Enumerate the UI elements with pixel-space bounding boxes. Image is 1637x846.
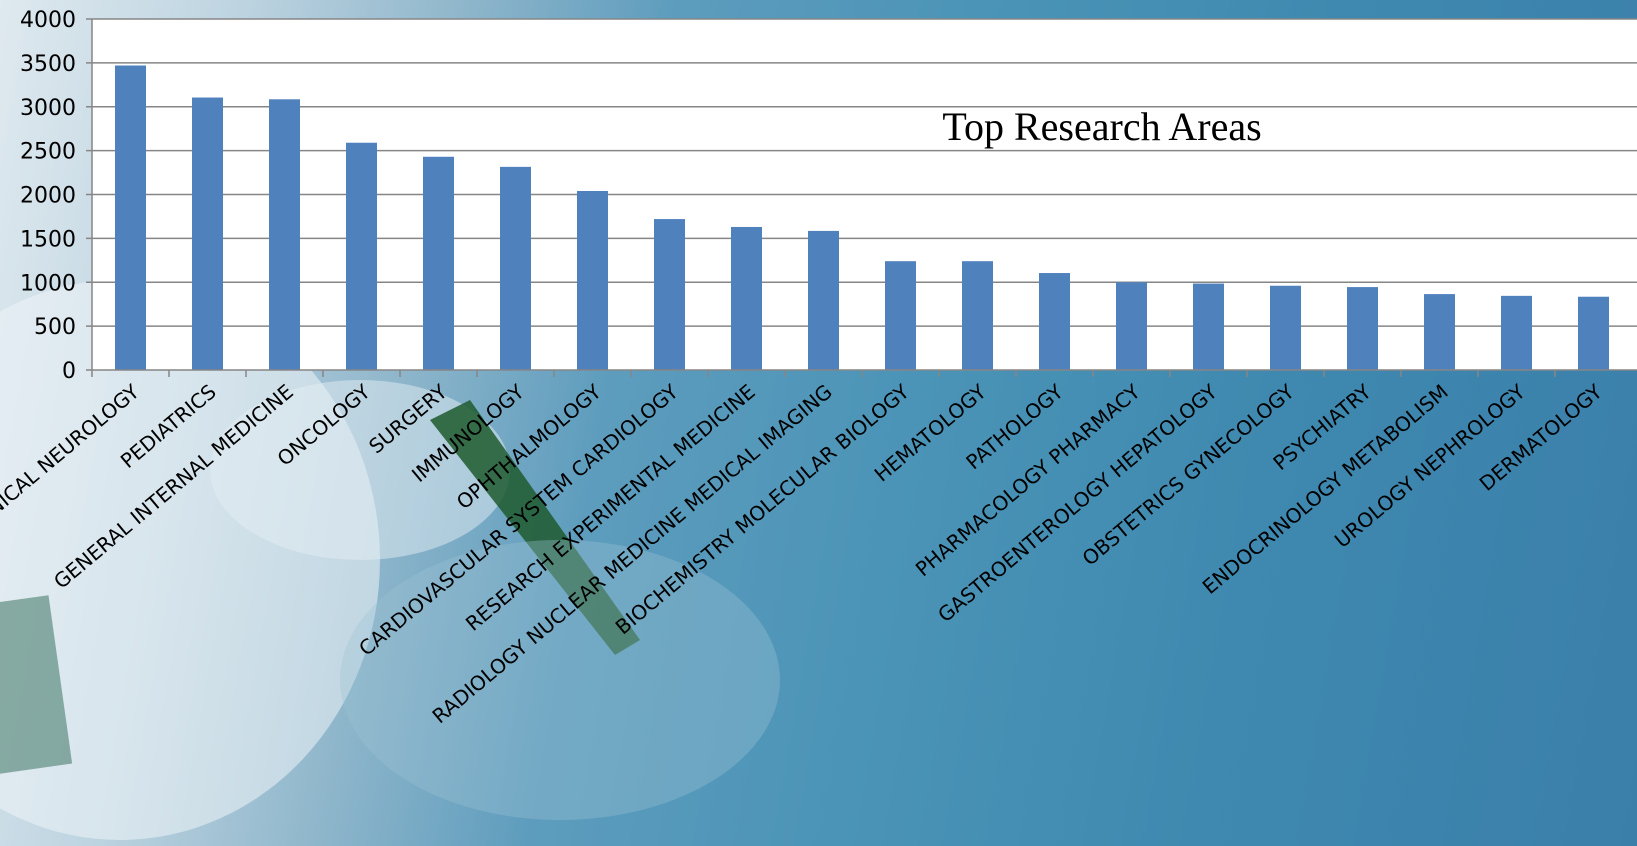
bar — [654, 219, 685, 370]
y-tick-label: 1500 — [20, 227, 76, 252]
bar — [1116, 282, 1147, 370]
y-tick-label: 2000 — [20, 184, 76, 209]
y-tick-label: 500 — [34, 315, 76, 340]
bar — [1578, 296, 1609, 370]
bar — [577, 190, 608, 370]
x-axis-ticks — [91, 370, 1556, 377]
bar — [346, 142, 377, 370]
bar — [423, 156, 454, 370]
bar — [1501, 295, 1532, 370]
bar — [500, 166, 531, 370]
x-category-label: GASTROENTEROLOGY HEPATOLOGY — [933, 379, 1222, 627]
y-axis-ticks: 0 500 1000 1500 2000 2500 3000 3500 4000 — [20, 8, 92, 384]
bar — [731, 226, 762, 370]
y-tick-label: 2500 — [20, 140, 76, 165]
x-category-label: RESEARCH EXPERIMENTAL MEDICINE — [461, 379, 760, 635]
y-tick-label: 3000 — [20, 96, 76, 121]
bar — [1347, 287, 1378, 370]
bar — [808, 230, 839, 370]
bar — [192, 97, 223, 370]
chart-title: Top Research Areas — [942, 104, 1261, 149]
bar — [1270, 285, 1301, 370]
bar — [115, 65, 146, 370]
bar — [269, 99, 300, 370]
bar — [1424, 294, 1455, 370]
bar — [1193, 283, 1224, 370]
bar — [1039, 273, 1070, 370]
y-tick-label: 3500 — [20, 52, 76, 77]
y-tick-label: 4000 — [20, 8, 76, 33]
bar — [962, 261, 993, 370]
x-category-label: OPHTHALMOLOGY — [452, 379, 607, 514]
bars — [115, 65, 1609, 370]
y-tick-label: 0 — [62, 359, 76, 384]
y-tick-label: 1000 — [20, 271, 76, 296]
bar — [885, 261, 916, 370]
